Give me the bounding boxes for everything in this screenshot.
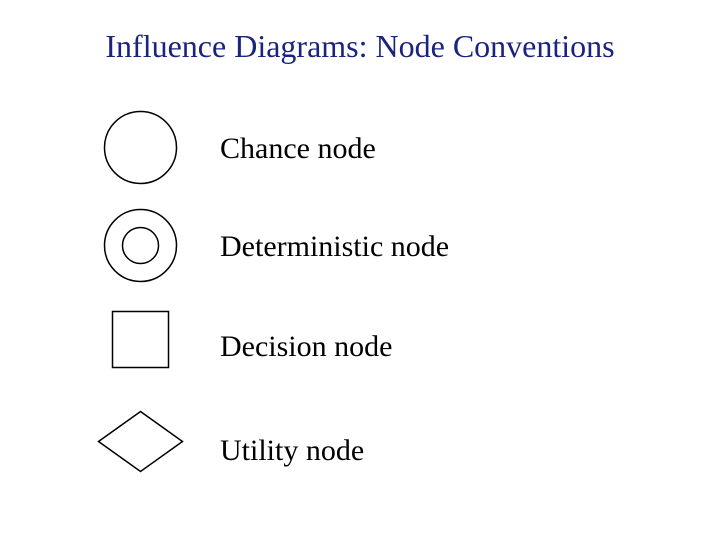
- legend-label-chance: Chance node: [220, 132, 376, 166]
- chance-node-icon: [103, 110, 178, 185]
- deterministic-node-icon: [103, 208, 178, 283]
- decision-node-icon: [111, 310, 170, 369]
- utility-node-icon: [97, 410, 184, 473]
- legend-label-utility: Utility node: [220, 434, 364, 468]
- slide-title: Influence Diagrams: Node Conventions: [0, 28, 720, 65]
- slide: Influence Diagrams: Node Conventions Cha…: [0, 0, 720, 540]
- legend-label-decision: Decision node: [220, 330, 392, 364]
- legend-label-deterministic: Deterministic node: [220, 230, 449, 264]
